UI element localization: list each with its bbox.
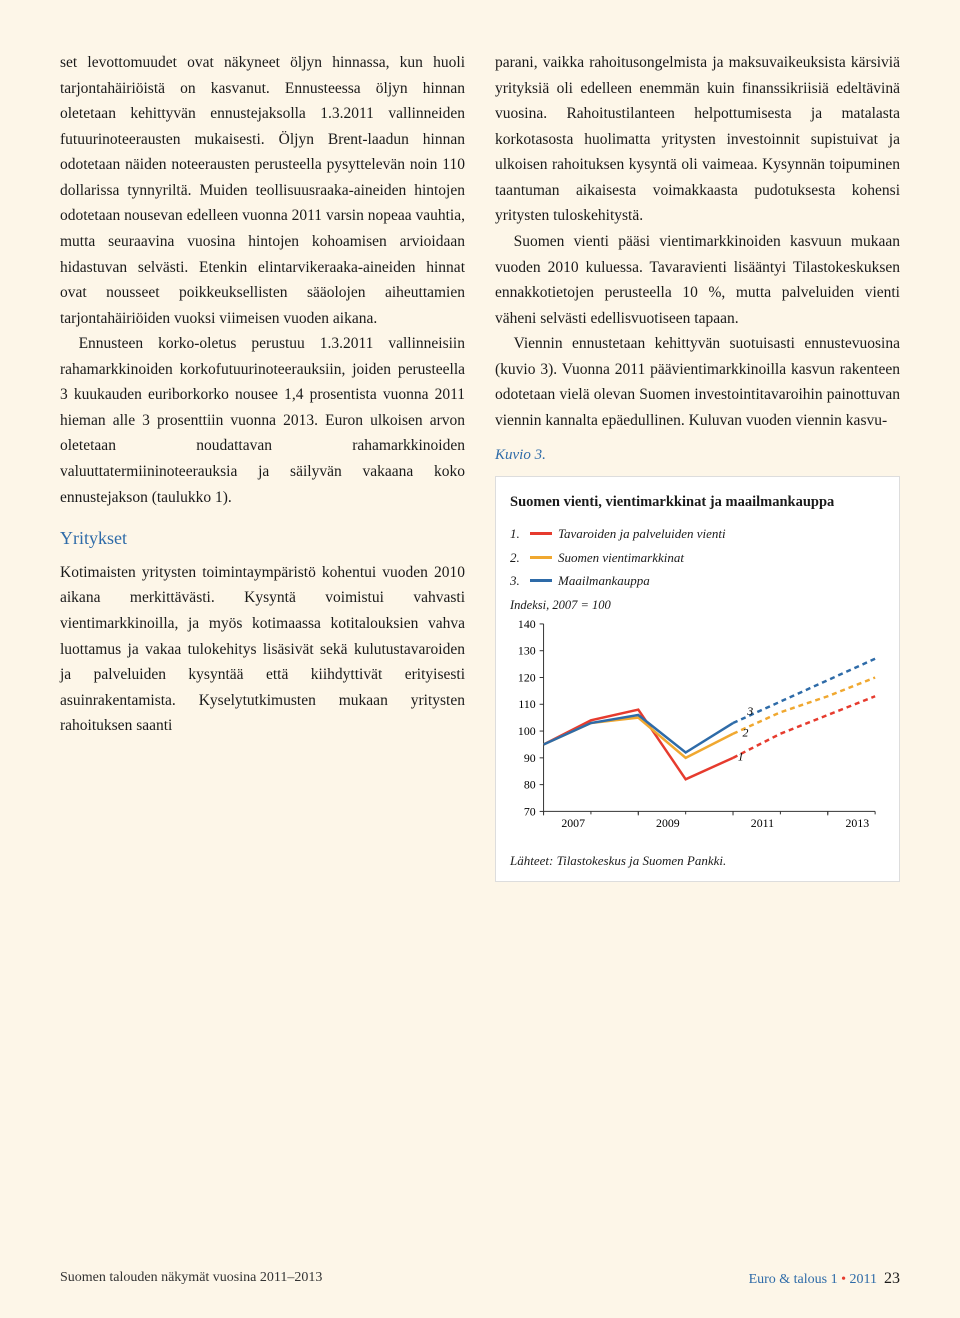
body-text: Viennin ennustetaan kehittyvän suotuisas…: [495, 331, 900, 433]
svg-text:2: 2: [742, 725, 748, 739]
svg-text:90: 90: [524, 751, 536, 765]
footer-journal: Euro & talous: [749, 1272, 828, 1287]
footer-left: Suomen talouden näkymät vuosina 2011–201…: [60, 1270, 322, 1288]
legend-row: 2.Suomen vientimarkkinat: [510, 547, 885, 568]
chart-legend: 1.Tavaroiden ja palveluiden vienti 2.Suom…: [510, 523, 885, 591]
svg-text:2009: 2009: [656, 816, 680, 830]
svg-text:3: 3: [746, 704, 753, 718]
svg-text:2007: 2007: [561, 816, 585, 830]
column-left: set levottomuudet ovat näkyneet öljyn hi…: [60, 50, 465, 882]
svg-text:1: 1: [738, 750, 744, 764]
svg-text:120: 120: [518, 670, 536, 684]
footer-year: 2011: [850, 1272, 877, 1287]
svg-text:70: 70: [524, 804, 536, 818]
legend-row: 3.Maailmankauppa: [510, 570, 885, 591]
section-heading-yritykset: Yritykset: [60, 524, 465, 554]
body-text: Ennusteen korko-oletus perustuu 1.3.2011…: [60, 331, 465, 510]
footer-right: Euro & talous 1 • 2011 23: [749, 1270, 900, 1288]
chart-container: Suomen vienti, vientimarkkinat ja maailm…: [495, 476, 900, 882]
chart-title: Suomen vienti, vientimarkkinat ja maailm…: [510, 491, 885, 515]
chart-axis-title: Indeksi, 2007 = 100: [510, 595, 885, 616]
svg-text:110: 110: [518, 697, 535, 711]
footer-issue: 1: [831, 1272, 838, 1287]
body-text: Suomen vienti pääsi vientimarkkinoiden k…: [495, 229, 900, 331]
svg-text:100: 100: [518, 724, 536, 738]
legend-row: 1.Tavaroiden ja palveluiden vienti: [510, 523, 885, 544]
page-footer: Suomen talouden näkymät vuosina 2011–201…: [60, 1270, 900, 1288]
svg-text:80: 80: [524, 778, 536, 792]
svg-text:130: 130: [518, 644, 536, 658]
body-text: parani, vaikka rahoitusongelmista ja mak…: [495, 50, 900, 229]
figure-label: Kuvio 3.: [495, 443, 900, 468]
body-text: Kotimaisten yritysten toimintaympäristö …: [60, 560, 465, 739]
two-column-layout: set levottomuudet ovat näkyneet öljyn hi…: [60, 50, 900, 882]
svg-text:2013: 2013: [846, 816, 870, 830]
line-chart: 70 80 90 100 110 120 130 140 2007 2009 2011 2013 3 2 1: [510, 618, 885, 835]
page-number: 23: [884, 1270, 900, 1287]
column-right: parani, vaikka rahoitusongelmista ja mak…: [495, 50, 900, 882]
svg-text:2011: 2011: [751, 816, 774, 830]
body-text: set levottomuudet ovat näkyneet öljyn hi…: [60, 50, 465, 331]
bullet-icon: •: [841, 1272, 846, 1287]
chart-source: Lähteet: Tilastokeskus ja Suomen Pankki.: [510, 850, 885, 871]
svg-text:140: 140: [518, 618, 536, 631]
